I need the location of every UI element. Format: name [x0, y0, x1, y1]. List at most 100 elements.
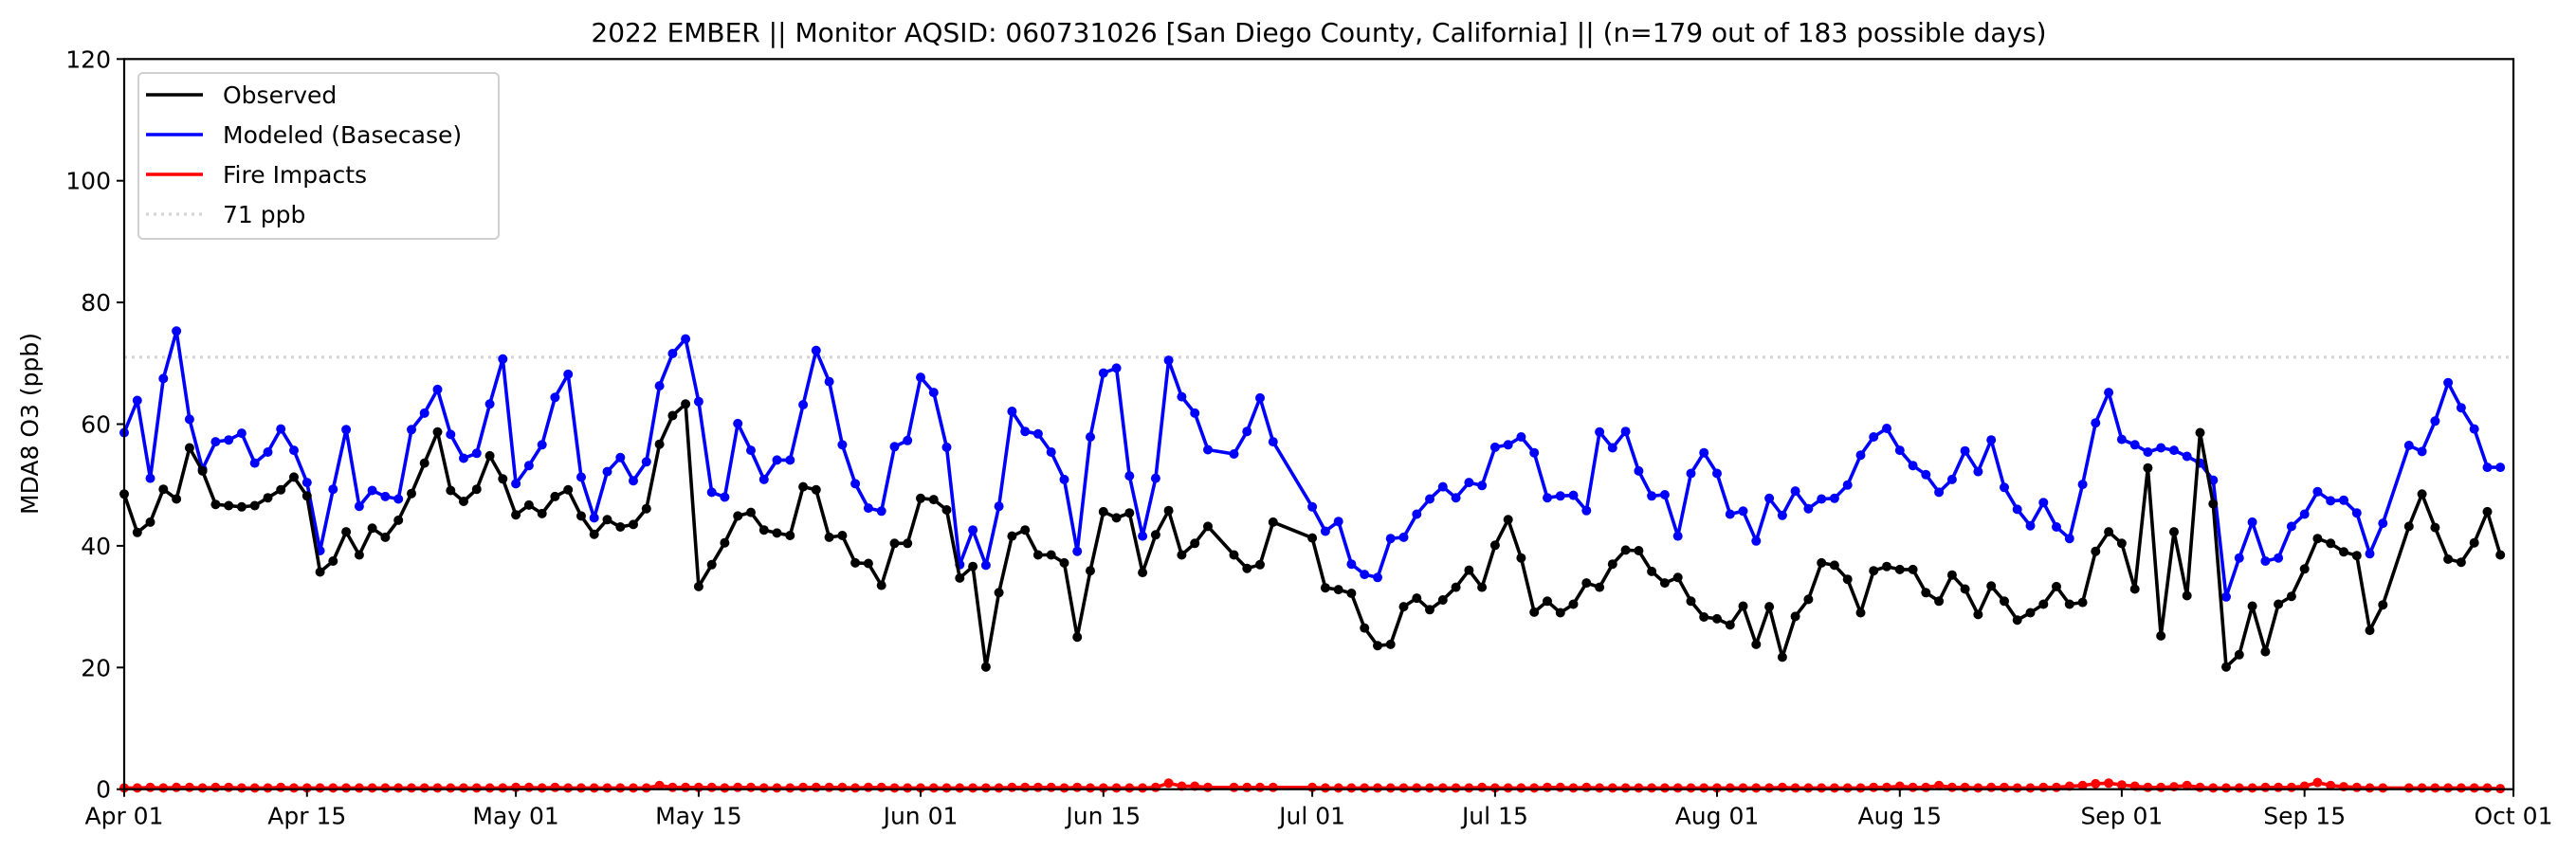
fire-impacts-point [2378, 783, 2388, 793]
modeled-basecase-point [746, 445, 756, 456]
observed-point [1790, 611, 1800, 622]
modeled-basecase-point [1738, 506, 1748, 517]
modeled-basecase-point [1346, 559, 1357, 570]
observed-point [236, 501, 247, 512]
observed-point [1659, 578, 1670, 589]
modeled-basecase-point [184, 414, 194, 425]
modeled-basecase-point [758, 474, 769, 484]
observed-point [1894, 564, 1905, 574]
modeled-basecase-point [811, 345, 821, 355]
fire-impacts-point [758, 783, 769, 793]
modeled-basecase-point [1620, 426, 1631, 437]
modeled-basecase-point [1503, 440, 1513, 450]
modeled-basecase-point [1333, 517, 1343, 527]
fire-impacts-point [1946, 782, 1957, 792]
observed-point [328, 556, 338, 566]
modeled-basecase-point [602, 466, 612, 477]
fire-impacts-point [301, 783, 312, 793]
modeled-basecase-point [301, 478, 312, 488]
modeled-basecase-point [980, 560, 991, 571]
observed-point [1464, 565, 1474, 575]
observed-point [1607, 559, 1617, 570]
y-tick-label: 80 [81, 289, 111, 317]
modeled-basecase-point [1607, 443, 1617, 453]
fire-impacts-point [1268, 782, 1278, 792]
observed-point [1921, 588, 1931, 598]
modeled-basecase-point [1268, 437, 1278, 447]
observed-point [1007, 531, 1017, 541]
modeled-basecase-point [1699, 447, 1709, 458]
observed-point [916, 493, 925, 503]
fire-impacts-point [785, 783, 795, 793]
y-tick-label: 20 [81, 654, 111, 681]
modeled-basecase-point [354, 501, 364, 512]
observed-point [2417, 489, 2427, 499]
observed-point [145, 517, 155, 527]
fire-impacts-point [641, 783, 651, 793]
fire-impacts-point [2443, 783, 2454, 793]
modeled-basecase-point [2038, 498, 2049, 508]
observed-point [1320, 583, 1330, 593]
fire-impacts-point [1738, 783, 1748, 793]
observed-point [1869, 566, 1879, 576]
modeled-basecase-point [2182, 451, 2192, 462]
modeled-basecase-point [1373, 572, 1382, 583]
legend-label-fire: Fire Impacts [223, 161, 367, 189]
observed-point [1543, 596, 1552, 607]
modeled-basecase-point [1516, 432, 1526, 442]
fire-impacts-point [1111, 783, 1122, 793]
modeled-basecase-point [720, 492, 730, 502]
fire-impacts-point [667, 782, 678, 792]
legend-label-observed: Observed [223, 82, 337, 109]
modeled-basecase-point [1712, 468, 1722, 479]
fire-impacts-point [1059, 783, 1069, 793]
fire-impacts-point [224, 782, 234, 792]
fire-impacts-point [328, 783, 338, 793]
x-tick-label: Aug 15 [1857, 803, 1942, 830]
observed-point [629, 519, 638, 530]
modeled-basecase-point [1072, 546, 1083, 556]
observed-point [2195, 427, 2205, 438]
fire-impacts-point [1568, 783, 1579, 793]
fire-impacts-point [1659, 783, 1670, 793]
x-tick-label: Oct 01 [2475, 803, 2553, 830]
y-tick-label: 40 [81, 533, 111, 560]
modeled-basecase-point [629, 476, 638, 486]
modeled-basecase-point [2482, 463, 2493, 473]
modeled-basecase-point [1595, 426, 1605, 437]
modeled-basecase-point [511, 479, 521, 489]
observed-point [197, 465, 208, 476]
modeled-basecase-point [2025, 520, 2036, 531]
fire-impacts-point [1829, 783, 1839, 793]
modeled-basecase-point [2143, 447, 2153, 457]
observed-point [1072, 632, 1083, 643]
observed-point [758, 525, 769, 535]
modeled-basecase-point [341, 425, 352, 435]
observed-point [1842, 574, 1853, 585]
modeled-basecase-point [2169, 445, 2179, 456]
observed-point [681, 399, 691, 409]
fire-impacts-point [276, 782, 286, 792]
modeled-basecase-point [1032, 428, 1043, 439]
observed-point [471, 484, 482, 495]
observed-point [1138, 568, 1148, 578]
observed-point [1503, 515, 1513, 525]
fire-impacts-point [407, 783, 416, 793]
observed-point [249, 500, 260, 511]
observed-point [2208, 499, 2219, 509]
modeled-basecase-point [380, 491, 391, 501]
observed-point [1738, 601, 1748, 611]
observed-point [2077, 597, 2088, 608]
fire-impacts-point [2234, 783, 2244, 793]
modeled-basecase-point [523, 461, 534, 471]
modeled-basecase-point [2351, 508, 2362, 518]
fire-impacts-point [1607, 783, 1617, 793]
modeled-basecase-point [498, 354, 508, 364]
modeled-basecase-point [2052, 522, 2061, 532]
observed-point [1163, 505, 1174, 516]
modeled-basecase-point [2091, 418, 2101, 428]
observed-point [1725, 620, 1735, 630]
modeled-basecase-point [1934, 487, 1945, 498]
modeled-basecase-point [1437, 481, 1448, 492]
fire-impacts-point [746, 782, 756, 792]
